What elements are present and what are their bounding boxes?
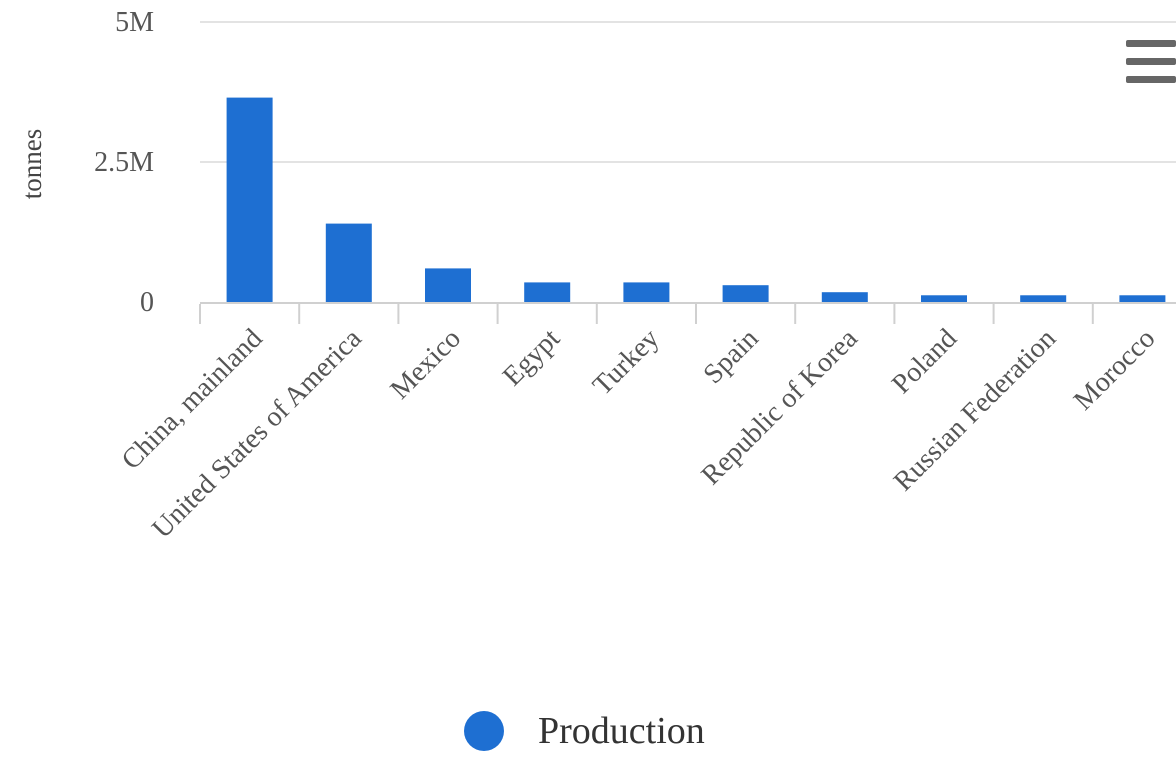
bar[interactable] [226, 97, 273, 302]
y-axis-title: tonnes [17, 129, 47, 200]
bar[interactable] [821, 292, 868, 302]
x-tick-label: Poland [886, 323, 963, 400]
y-tick-label: 2.5M [94, 147, 154, 178]
chart-menu-button[interactable] [1122, 38, 1176, 88]
bar[interactable] [1119, 295, 1166, 302]
x-tick-label: Spain [698, 323, 765, 390]
bar[interactable] [524, 282, 571, 302]
legend-item-production[interactable]: Production [464, 708, 705, 754]
legend-marker-icon [464, 711, 504, 751]
x-tick-label: Mexico [385, 323, 467, 405]
bar[interactable] [425, 268, 471, 302]
bars [226, 97, 1166, 302]
grid-lines [200, 21, 1176, 163]
x-tick-label: Morocco [1068, 323, 1161, 416]
bar[interactable] [921, 295, 967, 302]
bar[interactable] [325, 223, 372, 302]
y-axis-ticks: 0 2.5M 5M [94, 7, 154, 318]
bar[interactable] [722, 285, 769, 302]
x-tick-label: Egypt [497, 323, 566, 392]
x-axis [199, 302, 1176, 324]
bar[interactable] [623, 282, 670, 302]
x-tick-label: Turkey [587, 323, 665, 401]
bar[interactable] [1020, 295, 1067, 302]
y-tick-label: 0 [140, 287, 154, 318]
legend-label: Production [538, 710, 705, 752]
y-tick-label: 5M [115, 7, 154, 38]
